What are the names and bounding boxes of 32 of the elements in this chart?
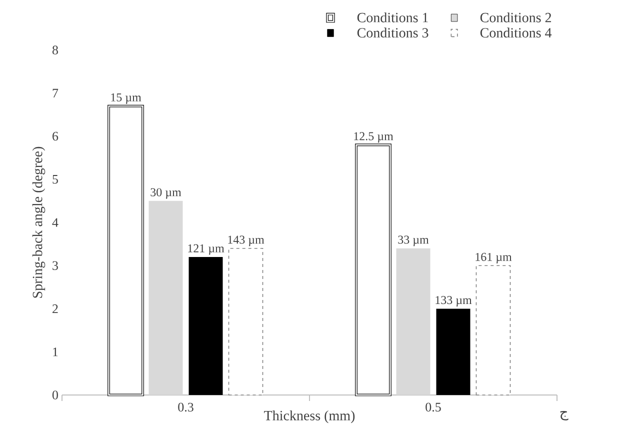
y-tick-label: 4 (52, 218, 58, 227)
y-tick-label: 7 (52, 88, 58, 98)
annotation: 133 µm (436, 296, 472, 307)
y-tick-label: 5 (52, 175, 58, 184)
legend-label: Conditions 3 (357, 28, 428, 38)
y-axis-title: Spring-back angle (degree) (32, 146, 46, 298)
text: ج (560, 411, 568, 420)
annotation: 15 µm (111, 93, 142, 104)
legend-label: Conditions 1 (357, 12, 428, 22)
annotation: 12.5 µm (354, 132, 394, 143)
annotation: 33 µm (398, 236, 429, 246)
y-tick-label: 2 (52, 304, 58, 314)
y-tick-label: 3 (52, 261, 58, 270)
bar (436, 308, 470, 395)
bar (148, 200, 183, 395)
bar (188, 256, 223, 395)
y-tick-label: 0 (52, 390, 58, 400)
x-axis-title: Thickness (mm) (264, 410, 355, 424)
y-tick-label: 8 (52, 46, 58, 54)
annotation: 30 µm (150, 188, 182, 199)
annotation: 143 µm (228, 236, 264, 246)
legend-label: Conditions 4 (480, 28, 552, 38)
x-tick-label: 0.5 (426, 402, 441, 412)
bar (476, 265, 511, 396)
legend-label: Conditions 2 (480, 12, 552, 22)
x-tick-label: 0.3 (178, 402, 194, 412)
bar (396, 248, 430, 395)
y-tick-label: 1 (53, 348, 58, 356)
bar (228, 248, 264, 396)
annotation: 161 µm (476, 252, 512, 264)
annotation: 121 µm (188, 244, 224, 255)
y-tick-label: 6 (52, 132, 58, 141)
